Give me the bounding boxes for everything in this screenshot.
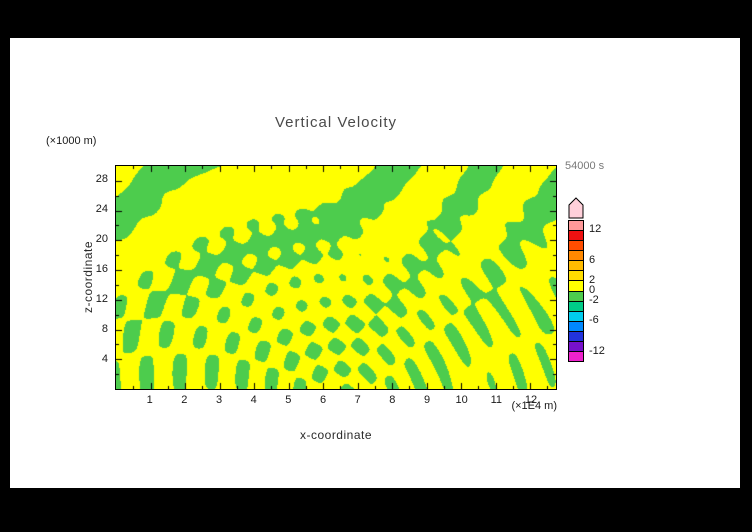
x-tick-label: 3	[215, 394, 223, 406]
time-label: 54000 s	[565, 160, 605, 172]
x-tick-label: 8	[389, 394, 396, 406]
colorbar-segment	[569, 351, 583, 362]
colorbar-tick-label: -12	[589, 344, 605, 357]
colorbar-tick-label: 6	[589, 253, 596, 266]
x-tick-label: 9	[423, 394, 431, 406]
colorbar-segment	[569, 290, 583, 301]
z-tick-label: 28	[95, 173, 108, 185]
heatmap-canvas	[116, 166, 556, 389]
colorbar-tick-label: 2	[589, 273, 596, 286]
x-tick-label: 11	[490, 394, 503, 406]
z-axis-units: (×1000 m)	[46, 135, 97, 147]
x-tick-label: 5	[285, 394, 292, 406]
x-tick-label: 12	[524, 394, 538, 406]
colorbar-segment	[569, 221, 583, 231]
z-tick-label: 8	[101, 323, 108, 335]
colorbar-tick-label: 12	[589, 223, 602, 236]
plot-page: Vertical Velocity (×1000 m) 54000 s z-co…	[10, 38, 740, 488]
colorbar-segment	[569, 240, 583, 251]
x-tick-label: 2	[181, 394, 188, 406]
x-tick-label: 7	[354, 394, 361, 406]
z-tick-label: 20	[95, 233, 108, 245]
colorbar-segment	[569, 320, 583, 331]
heatmap-plot-area	[115, 165, 557, 390]
colorbar-segment	[569, 260, 583, 271]
colorbar	[568, 220, 584, 362]
colorbar-segment	[569, 310, 583, 321]
colorbar-overflow-arrow-shape	[568, 197, 584, 219]
colorbar-segment	[569, 280, 583, 291]
z-tick-label: 4	[101, 353, 108, 365]
x-tick-label: 1	[146, 394, 153, 406]
colorbar-tick-label: 0	[589, 284, 596, 296]
x-axis-label: x-coordinate	[299, 428, 373, 442]
colorbar-tick-label: -2	[589, 294, 599, 307]
x-tick-label: 10	[455, 394, 468, 406]
z-tick-label: 24	[95, 203, 108, 215]
x-tick-label: 6	[319, 394, 327, 406]
colorbar-segment	[569, 270, 583, 281]
chart-title: Vertical Velocity	[274, 114, 398, 131]
colorbar-segment	[569, 340, 583, 352]
colorbar-segment	[569, 250, 583, 261]
colorbar-overflow-arrow	[568, 197, 584, 219]
z-tick-label: 16	[95, 263, 108, 275]
colorbar-segment	[569, 330, 583, 341]
colorbar-tick-label: -6	[589, 314, 599, 327]
x-tick-label: 4	[250, 394, 257, 406]
colorbar-segment	[569, 300, 583, 311]
z-tick-label: 12	[95, 293, 108, 305]
colorbar-segment	[569, 230, 583, 241]
x-axis-units: (×1E4 m)	[511, 400, 557, 412]
